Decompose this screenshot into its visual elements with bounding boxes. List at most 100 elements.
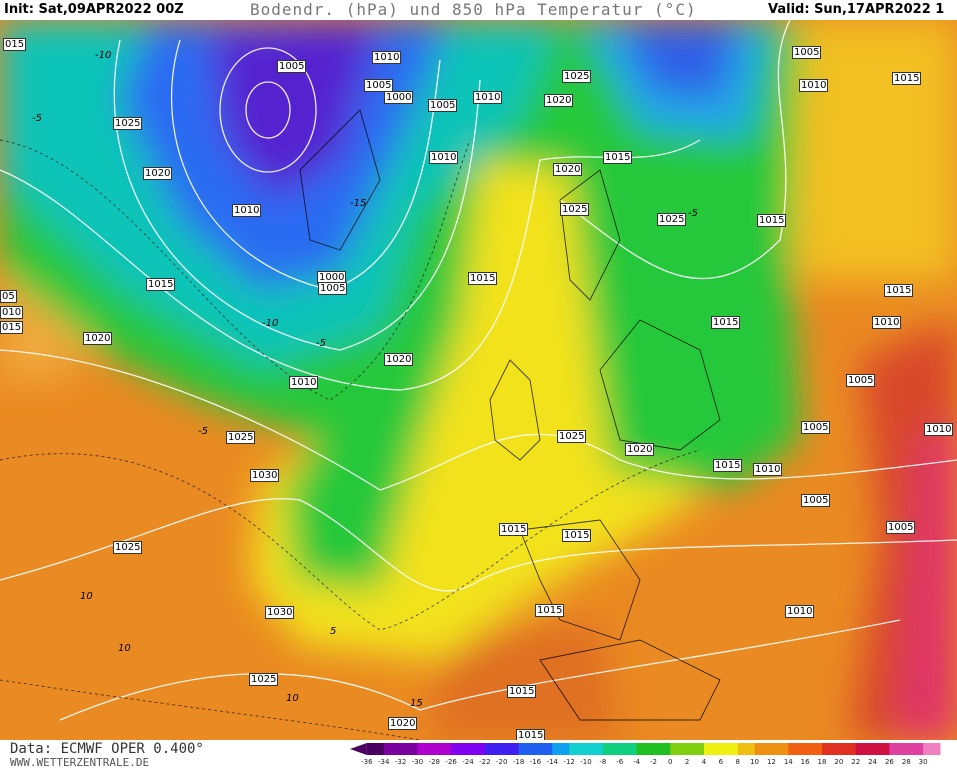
scale-label: 2 (684, 758, 690, 766)
scale-label: -2 (649, 758, 657, 766)
isobar-label: 1005 (846, 374, 876, 387)
scale-swatch (687, 743, 705, 755)
isobar-label: 1010 (372, 51, 402, 64)
scale-swatch (619, 743, 638, 755)
scale-label: -16 (529, 758, 542, 766)
isobar-label: 1020 (83, 332, 113, 345)
scale-label: -32 (394, 758, 407, 766)
scale-label: 20 (834, 758, 844, 766)
scale-swatch (805, 743, 823, 755)
isobar-label: 1005 (801, 494, 831, 507)
scale-label: 26 (884, 758, 894, 766)
isobar-label: 1015 (499, 523, 529, 536)
scale-swatch (366, 743, 385, 755)
isobar-label: 1015 (884, 284, 914, 297)
isobar-label: 1015 (468, 272, 498, 285)
isobar-label: 1025 (657, 213, 687, 226)
isobar-label: 1015 (603, 151, 633, 164)
isobar-label: 015 (0, 321, 24, 334)
isobar-label: 1015 (507, 685, 537, 698)
scale-label: 0 (668, 758, 673, 766)
scale-swatch (720, 743, 739, 755)
scale-swatch (889, 743, 907, 755)
isobar-label: 1025 (113, 541, 143, 554)
isobar-label: 1020 (388, 717, 418, 730)
scale-swatch (586, 743, 604, 755)
isobar-label: 1020 (384, 353, 414, 366)
scale-swatch (501, 743, 520, 755)
isobar-label: 1015 (146, 278, 176, 291)
scale-label: 12 (766, 758, 776, 766)
scale-label: -30 (411, 758, 424, 766)
isobar-label: 1005 (277, 60, 307, 73)
scale-swatch (737, 743, 756, 755)
scale-swatch (838, 743, 857, 755)
scale-swatch (771, 743, 789, 755)
scale-label: -28 (428, 758, 440, 766)
scale-label: -24 (462, 758, 474, 766)
isobar-label: 1015 (711, 316, 741, 329)
scale-label: -18 (512, 758, 525, 766)
scale-swatch (434, 743, 452, 755)
isobar-label: 1015 (757, 214, 787, 227)
isobar-label: 1005 (801, 421, 831, 434)
scale-label: -14 (546, 758, 558, 766)
isobar-label: 1030 (265, 606, 295, 619)
temperature-label: 10 (286, 693, 299, 704)
isobar-label: 1010 (799, 79, 829, 92)
isobar-label: 1015 (562, 529, 592, 542)
isobar-label: 1000 (317, 271, 347, 284)
isobar-label: 1025 (562, 70, 592, 83)
scale-arrow (350, 743, 367, 755)
scale-label: 22 (851, 758, 861, 766)
init-time: Init: Sat,09APR2022 00Z (4, 2, 184, 17)
scale-swatch (670, 743, 688, 755)
scale-swatch (535, 743, 553, 755)
isobar-label: 1005 (886, 521, 916, 534)
scale-swatch (602, 743, 621, 755)
scale-swatch (518, 743, 536, 755)
isobar-label: 1020 (553, 163, 583, 176)
scale-swatch (468, 743, 486, 755)
isobar-label: 1010 (429, 151, 459, 164)
header: Init: Sat,09APR2022 00Z Bodendr. (hPa) u… (0, 0, 957, 20)
scale-label: -12 (563, 758, 575, 766)
temperature-label: -15 (350, 198, 367, 209)
scale-swatch (417, 743, 435, 755)
scale-label: 6 (718, 758, 724, 766)
isobar-label: 010 (0, 306, 24, 319)
scale-swatch (484, 743, 503, 755)
scale-swatch (383, 743, 402, 755)
data-source: Data: ECMWF OPER 0.400° (10, 741, 204, 757)
isobar-label: 1025 (557, 430, 587, 443)
isobar-label: 1025 (560, 203, 590, 216)
scale-label: -34 (377, 758, 390, 766)
temperature-label: 15 (410, 698, 423, 709)
isobar-label: 1005 (792, 46, 822, 59)
temperature-label: -10 (262, 318, 279, 329)
scale-label: 28 (901, 758, 911, 766)
map (0, 20, 957, 740)
scale-label: 16 (800, 758, 810, 766)
scale-swatch (906, 743, 924, 755)
scale-label: 14 (783, 758, 793, 766)
isobar-label: 1020 (143, 167, 173, 180)
scale-swatch (653, 743, 671, 755)
isobar-label: 1010 (872, 316, 902, 329)
isobar-label: 1010 (924, 423, 954, 436)
temperature-label: 10 (118, 643, 131, 654)
valid-time: Valid: Sun,17APR2022 1 (768, 2, 945, 17)
isobar-label: 1030 (250, 469, 280, 482)
scale-label: -4 (633, 758, 641, 766)
temperature-label: -5 (316, 338, 326, 349)
isobar-label: 1015 (713, 459, 743, 472)
isobar-label: 1000 (384, 91, 414, 104)
isobar-label: 1015 (535, 604, 565, 617)
isobar-label: 05 (0, 290, 17, 303)
scale-label: 8 (735, 758, 740, 766)
site-url: WWW.WETTERZENTRALE.DE (10, 756, 150, 768)
map-title: Bodendr. (hPa) und 850 hPa Temperatur (°… (250, 0, 697, 19)
scale-label: -8 (599, 758, 607, 766)
temperature-label: -10 (95, 50, 112, 61)
